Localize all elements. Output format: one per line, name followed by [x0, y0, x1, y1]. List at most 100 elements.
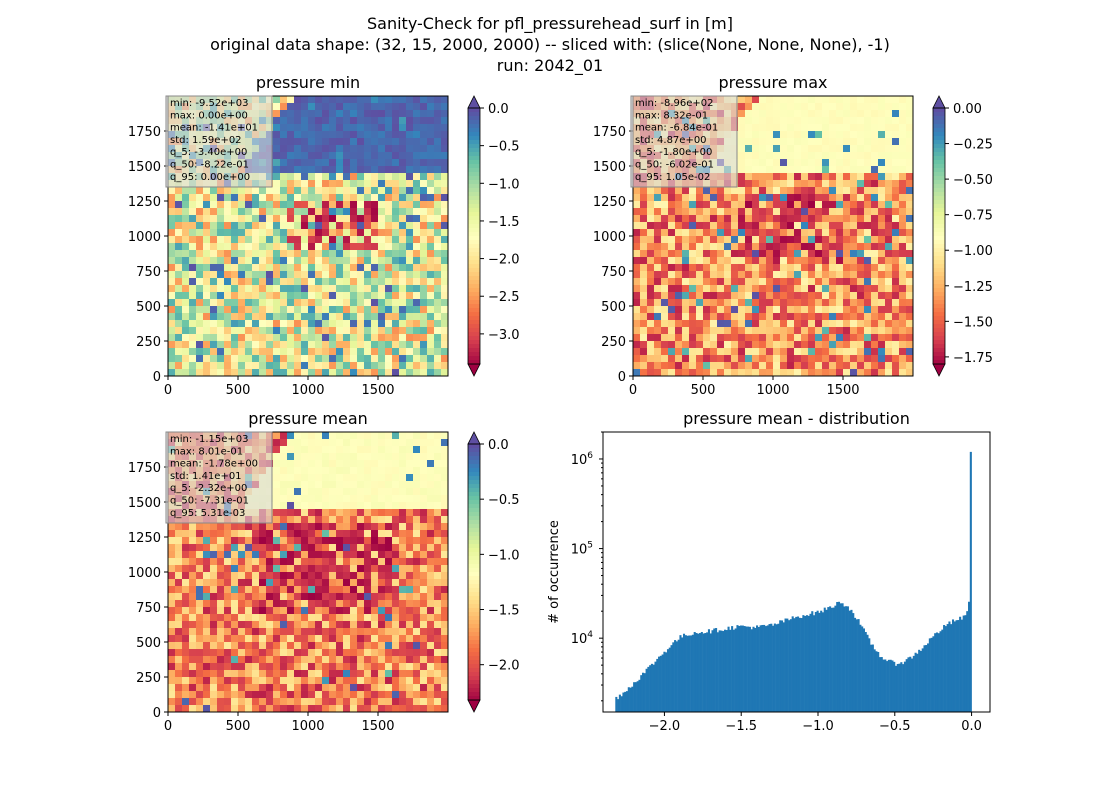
- heatmap-cell: [385, 474, 393, 482]
- heatmap-cell: [829, 152, 837, 160]
- heatmap-cell: [280, 236, 288, 244]
- heatmap-cell: [315, 649, 323, 657]
- heatmap-cell: [857, 334, 865, 342]
- heatmap-cell: [724, 222, 732, 230]
- heatmap-cell: [287, 215, 295, 223]
- y-tick-label: 1000: [593, 230, 626, 245]
- heatmap-cell: [413, 215, 421, 223]
- heatmap-cell: [441, 334, 449, 342]
- heatmap-cell: [301, 299, 309, 307]
- heatmap-cell: [301, 306, 309, 314]
- heatmap-cell: [731, 187, 739, 195]
- heatmap-cell: [773, 222, 781, 230]
- heatmap-cell: [301, 593, 309, 601]
- heatmap-cell: [182, 222, 190, 230]
- heatmap-cell: [364, 544, 372, 552]
- heatmap-cell: [682, 299, 690, 307]
- heatmap-cell: [203, 313, 211, 321]
- heatmap-cell: [731, 320, 739, 328]
- heatmap-cell: [413, 166, 421, 174]
- heatmap-cell: [371, 467, 379, 475]
- heatmap-cell: [273, 474, 281, 482]
- heatmap-cell: [822, 159, 830, 167]
- heatmap-cell: [871, 187, 879, 195]
- heatmap-cell: [441, 656, 449, 664]
- heatmap-cell: [413, 565, 421, 573]
- heatmap-cell: [640, 236, 648, 244]
- heatmap-cell: [231, 369, 239, 377]
- heatmap-cell: [294, 257, 302, 265]
- heatmap-cell: [773, 229, 781, 237]
- heatmap-cell: [287, 152, 295, 160]
- heatmap-cell: [399, 607, 407, 615]
- colorbar-tick-label: 0.0: [488, 102, 509, 117]
- heatmap-cell: [766, 103, 774, 111]
- colorbar-segment: [468, 268, 480, 273]
- heatmap-cell: [252, 187, 260, 195]
- heatmap-cell: [738, 222, 746, 230]
- heatmap-cell: [689, 355, 697, 363]
- heatmap-cell: [322, 257, 330, 265]
- heatmap-cell: [434, 103, 442, 111]
- heatmap-cell: [224, 572, 232, 580]
- heatmap-cell: [906, 278, 914, 286]
- heatmap-cell: [336, 600, 344, 608]
- heatmap-cell: [441, 677, 449, 685]
- heatmap-cell: [308, 187, 316, 195]
- heatmap-cell: [294, 194, 302, 202]
- heatmap-cell: [315, 607, 323, 615]
- heatmap-cell: [364, 432, 372, 440]
- heatmap-cell: [371, 103, 379, 111]
- heatmap-cell: [759, 208, 767, 216]
- heatmap-cell: [245, 523, 253, 531]
- heatmap-cell: [780, 166, 788, 174]
- heatmap-cell: [287, 341, 295, 349]
- heatmap-cell: [441, 467, 449, 475]
- heatmap-cell: [787, 208, 795, 216]
- heatmap-cell: [675, 222, 683, 230]
- heatmap-cell: [322, 670, 330, 678]
- heatmap-cell: [406, 271, 414, 279]
- heatmap-cell: [899, 173, 907, 181]
- heatmap-cell: [350, 103, 358, 111]
- heatmap-cell: [210, 201, 218, 209]
- heatmap-cell: [175, 537, 183, 545]
- heatmap-cell: [371, 320, 379, 328]
- heatmap-cell: [315, 257, 323, 265]
- heatmap-cell: [427, 145, 435, 153]
- heatmap-cell: [301, 614, 309, 622]
- heatmap-cell: [738, 152, 746, 160]
- heatmap-cell: [294, 306, 302, 314]
- heatmap-cell: [654, 327, 662, 335]
- heatmap-cell: [406, 495, 414, 503]
- heatmap-cell: [780, 96, 788, 104]
- heatmap-cell: [287, 320, 295, 328]
- heatmap-cell: [280, 117, 288, 125]
- heatmap-cell: [308, 439, 316, 447]
- heatmap-cell: [406, 593, 414, 601]
- heatmap-cell: [280, 208, 288, 216]
- heatmap-cell: [280, 621, 288, 629]
- heatmap-cell: [245, 621, 253, 629]
- heatmap-cell: [224, 348, 232, 356]
- heatmap-cell: [357, 166, 365, 174]
- heatmap-cell: [434, 138, 442, 146]
- heatmap-cell: [899, 96, 907, 104]
- heatmap-cell: [357, 698, 365, 706]
- heatmap-cell: [364, 341, 372, 349]
- heatmap-cell: [434, 523, 442, 531]
- heatmap-cell: [752, 250, 760, 258]
- heatmap-cell: [787, 187, 795, 195]
- heatmap-cell: [654, 285, 662, 293]
- heatmap-cell: [238, 670, 246, 678]
- heatmap-cell: [899, 362, 907, 370]
- heatmap-cell: [266, 663, 274, 671]
- heatmap-cell: [259, 621, 267, 629]
- colorbar-segment: [933, 132, 945, 137]
- heatmap-cell: [420, 600, 428, 608]
- heatmap-cell: [885, 257, 893, 265]
- heatmap-cell: [759, 299, 767, 307]
- stats-line: mean: -6.84e-01: [635, 123, 718, 134]
- heatmap-cell: [850, 327, 858, 335]
- heatmap-cell: [238, 334, 246, 342]
